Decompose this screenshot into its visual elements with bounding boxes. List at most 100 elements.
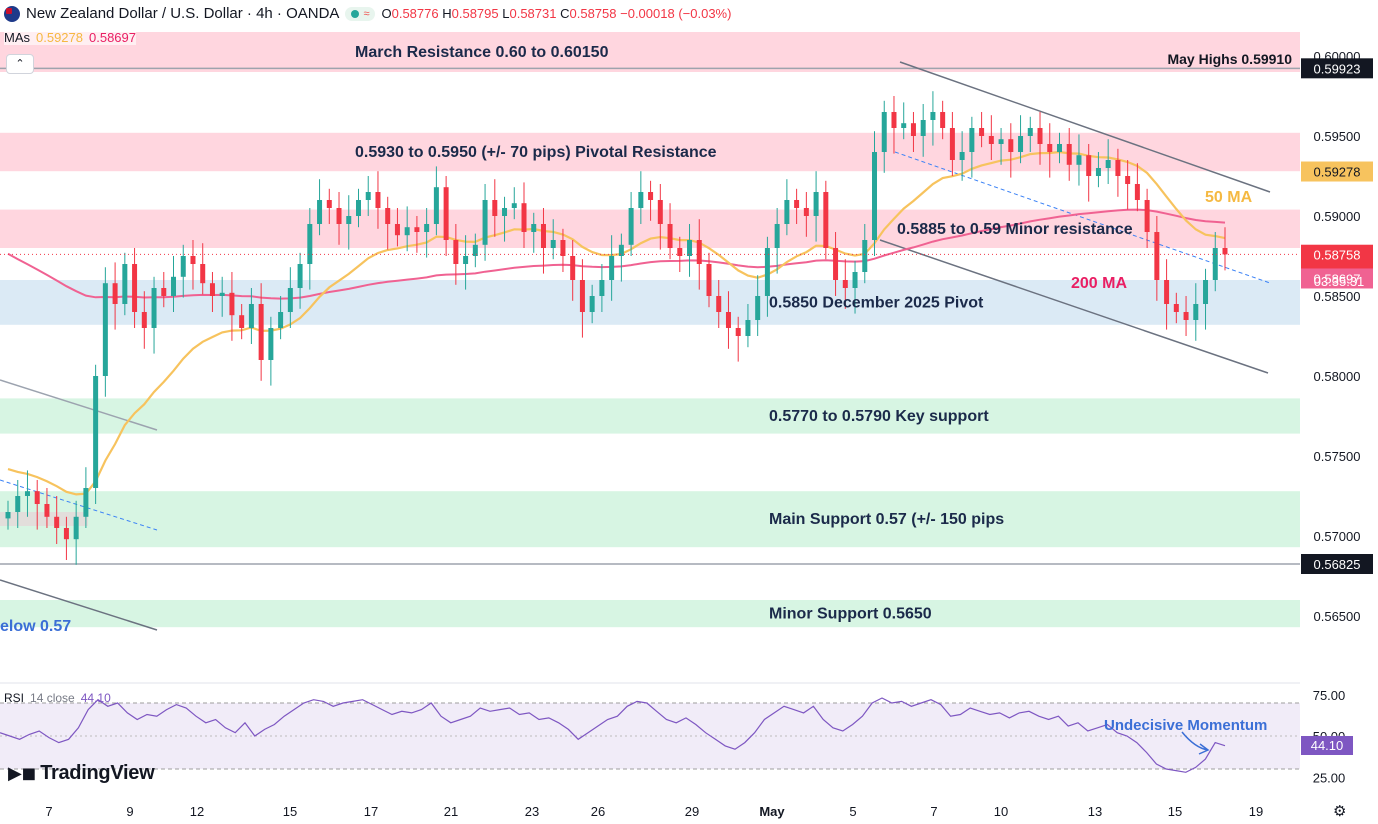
candle-body: [73, 516, 79, 540]
candle-body: [842, 280, 848, 288]
candle-body: [677, 248, 683, 256]
low-value: 0.58731: [509, 6, 557, 21]
chart-header: New Zealand Dollar / U.S. Dollar · 4h · …: [4, 5, 731, 22]
rsi-legend-value: 44.10: [80, 691, 111, 705]
candle-body: [132, 264, 138, 312]
price-tick-label: 0.57500: [1314, 449, 1361, 464]
candle-body: [1018, 136, 1024, 152]
candle-body: [706, 264, 712, 296]
change-value: −0.00018 (−0.03%): [620, 6, 732, 21]
candle-body: [638, 192, 644, 208]
candle-body: [171, 276, 177, 296]
rsi-value-badge: [1301, 736, 1353, 755]
candle-body: [540, 224, 546, 248]
candle-body: [1212, 248, 1218, 280]
ohlc-readout: O0.58776 H0.58795 L0.58731 C0.58758 −0.0…: [381, 6, 731, 21]
rsi-tick-label: 75.00: [1313, 688, 1346, 703]
candle-body: [1066, 144, 1072, 165]
ma-legend-label: MAs: [4, 30, 30, 45]
time-tick-label: 26: [591, 804, 605, 819]
candle-body: [355, 200, 361, 216]
time-tick-label: 7: [930, 804, 937, 819]
open-value: 0.58776: [391, 6, 439, 21]
price-tick-label: 0.59500: [1314, 129, 1361, 144]
high-label: H: [442, 6, 452, 21]
close-label: C: [560, 6, 570, 21]
candle-body: [463, 256, 469, 264]
candle-body: [414, 227, 420, 232]
candle-body: [774, 224, 780, 248]
candle-body: [618, 244, 624, 256]
rsi-legend[interactable]: RSI 14 close 44.10: [4, 691, 111, 705]
candle-body: [404, 227, 410, 236]
candle-body: [550, 240, 556, 248]
price-badge: [1301, 268, 1373, 289]
candle-body: [1095, 168, 1101, 176]
price-badge: [1301, 58, 1373, 79]
candle-body: [764, 248, 770, 296]
time-tick-label: 9: [126, 804, 133, 819]
candle-body: [112, 283, 118, 304]
candle-body: [200, 264, 206, 284]
candle-body: [248, 304, 254, 328]
price-tick-label: 0.58500: [1314, 289, 1361, 304]
candle-body: [317, 200, 323, 224]
gear-icon[interactable]: ⚙: [1333, 803, 1347, 820]
candle-body: [1125, 176, 1131, 184]
ma50-annotation: 50 MA: [1205, 189, 1253, 206]
candle-body: [219, 292, 225, 296]
candle-body: [1203, 280, 1209, 304]
tradingview-logo[interactable]: ▶◼ TradingView: [8, 762, 155, 785]
rsi-pane: Undecisive Momentum: [0, 697, 1300, 773]
candle-body: [1047, 144, 1053, 152]
zone-labels: March Resistance 0.60 to 0.60150 0.5930 t…: [355, 44, 1133, 623]
candle-body: [209, 283, 215, 296]
rsi-legend-params: 14 close: [30, 691, 75, 705]
price-badge-text: 0.59923: [1314, 61, 1361, 76]
candle-body: [394, 224, 400, 236]
candle-body: [1115, 160, 1121, 176]
candle-body: [1183, 312, 1189, 320]
candle-body: [735, 328, 741, 336]
candle-body: [521, 203, 527, 232]
price-badge-text: 0.58697: [1314, 271, 1361, 286]
ma200-annotation: 200 MA: [1071, 275, 1127, 292]
zone-resistance: [0, 132, 1300, 172]
candle-body: [949, 128, 955, 160]
low-label: L: [502, 6, 510, 21]
price-badge: [1301, 554, 1373, 574]
ma-legend[interactable]: MAs 0.59278 0.58697: [4, 30, 136, 45]
candle-body: [959, 152, 965, 160]
time-axis[interactable]: 7 9 12 15 17 21 23 26 29 May 5 7 10 13 15 19: [45, 804, 1263, 819]
symbol-title[interactable]: New Zealand Dollar / U.S. Dollar · 4h · …: [26, 5, 340, 22]
price-axis[interactable]: 0.600000.595000.590000.585000.580000.575…: [1314, 49, 1361, 624]
candle-body: [560, 240, 566, 256]
candle-body: [229, 292, 235, 316]
brand-name: TradingView: [40, 762, 155, 784]
candle-body: [5, 512, 11, 519]
candle-body: [579, 280, 585, 312]
candle-body: [326, 200, 332, 208]
rsi-value-axis-label: 44.10: [1311, 738, 1344, 753]
candle-body: [755, 296, 761, 320]
price-badge-text: 0.59278: [1314, 165, 1361, 180]
zone-resistance: [0, 32, 1300, 72]
below-annotation: elow 0.57: [0, 618, 71, 635]
candle-body: [881, 112, 887, 152]
candle-body: [44, 504, 50, 517]
candle-countdown: 03:35:31: [1314, 274, 1365, 289]
time-tick-label: 19: [1249, 804, 1263, 819]
candle-body: [346, 216, 352, 224]
market-status-badge[interactable]: ≈: [345, 6, 376, 21]
old-channel-upper-line: [0, 379, 158, 431]
candle-body: [696, 240, 702, 264]
candle-body: [443, 187, 449, 240]
candle-body: [1222, 248, 1228, 255]
candle-body: [424, 224, 430, 232]
candle-body: [920, 120, 926, 136]
candle-body: [862, 240, 868, 272]
price-tick-label: 0.57000: [1314, 529, 1361, 544]
collapse-legend-button[interactable]: ⌃: [6, 54, 34, 74]
candle-body: [375, 192, 381, 208]
